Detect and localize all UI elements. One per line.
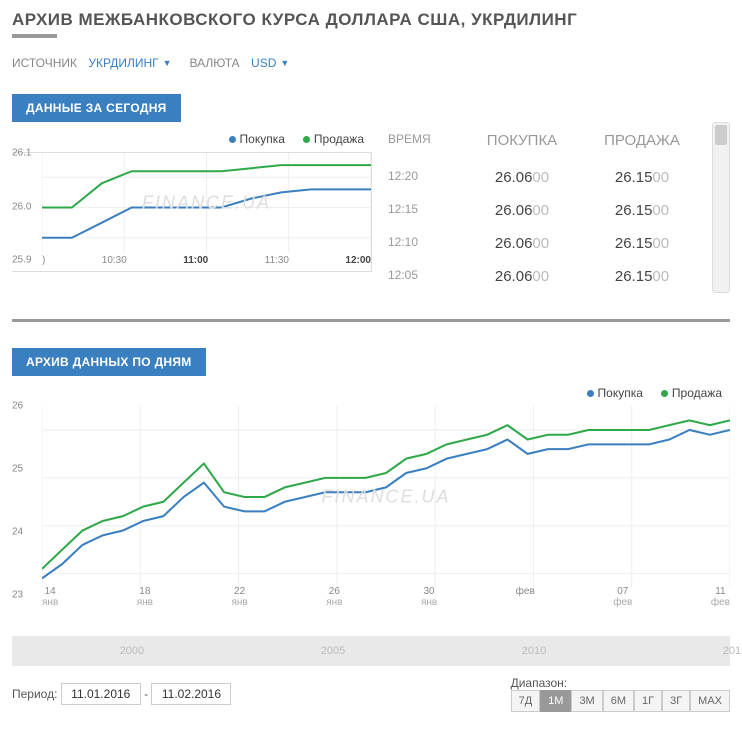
table-row: 12:20 26.0600 26.1500: [382, 161, 702, 194]
intraday-chart[interactable]: 26.126.025.9 FINANCE.UA )10:3011:0011:30…: [12, 152, 372, 272]
chevron-down-icon[interactable]: ▼: [280, 58, 289, 68]
range-label: Диапазон:: [511, 676, 568, 690]
range-1Г[interactable]: 1Г: [634, 690, 662, 712]
table-row: 12:15 26.0600 26.1500: [382, 194, 702, 227]
col-sell: ПРОДАЖА: [582, 132, 702, 149]
chevron-down-icon[interactable]: ▼: [163, 58, 172, 68]
legend: Покупка Продажа: [12, 386, 722, 400]
range-3М[interactable]: 3М: [571, 690, 602, 712]
range-MAX[interactable]: MAX: [690, 690, 730, 712]
period-label: Период:: [12, 687, 57, 701]
archive-chart[interactable]: 26252423 FINANCE.UA 14янв18янв22янв26янв…: [12, 406, 730, 606]
title-underline: [12, 34, 57, 38]
legend: Покупка Продажа: [12, 132, 364, 146]
range-7Д[interactable]: 7Д: [511, 690, 541, 712]
section-divider: [12, 319, 730, 322]
range-controls: Диапазон: 7Д1М3М6М1Г3ГMAX: [511, 676, 730, 712]
date-sep: -: [144, 687, 148, 701]
date-to-input[interactable]: [151, 683, 231, 705]
period-controls: Период: -: [12, 683, 231, 705]
legend-buy: Покупка: [598, 386, 643, 400]
col-buy: ПОКУПКА: [462, 132, 582, 149]
scrollbar[interactable]: [712, 122, 730, 293]
legend-sell: Продажа: [314, 132, 364, 146]
legend-buy: Покупка: [240, 132, 285, 146]
today-tab: ДАННЫЕ ЗА СЕГОДНЯ: [12, 94, 181, 122]
range-1М[interactable]: 1М: [540, 690, 571, 712]
page-title: АРХИВ МЕЖБАНКОВСКОГО КУРСА ДОЛЛАРА США, …: [12, 10, 730, 30]
source-dropdown[interactable]: УКРДИЛИНГ: [88, 56, 158, 70]
range-3Г[interactable]: 3Г: [662, 690, 690, 712]
currency-label: ВАЛЮТА: [190, 56, 240, 70]
intraday-table: ВРЕМЯ ПОКУПКА ПРОДАЖА 12:20 26.0600 26.1…: [382, 122, 702, 293]
archive-tab: АРХИВ ДАННЫХ ПО ДНЯМ: [12, 348, 206, 376]
currency-dropdown[interactable]: USD: [251, 56, 276, 70]
legend-sell: Продажа: [672, 386, 722, 400]
table-row: 12:10 26.0600 26.1500: [382, 227, 702, 260]
table-row: 12:05 26.0600 26.1500: [382, 260, 702, 293]
range-6М[interactable]: 6М: [603, 690, 634, 712]
chart-navigator[interactable]: 2000200520102015: [12, 636, 730, 666]
intraday-chart-panel: Покупка Продажа 26.126.025.9 FINANCE.UA …: [12, 122, 372, 293]
date-from-input[interactable]: [61, 683, 141, 705]
col-time: ВРЕМЯ: [382, 132, 462, 149]
filter-bar: ИСТОЧНИК УКРДИЛИНГ ▼ ВАЛЮТА USD ▼: [12, 56, 730, 70]
source-label: ИСТОЧНИК: [12, 56, 77, 70]
